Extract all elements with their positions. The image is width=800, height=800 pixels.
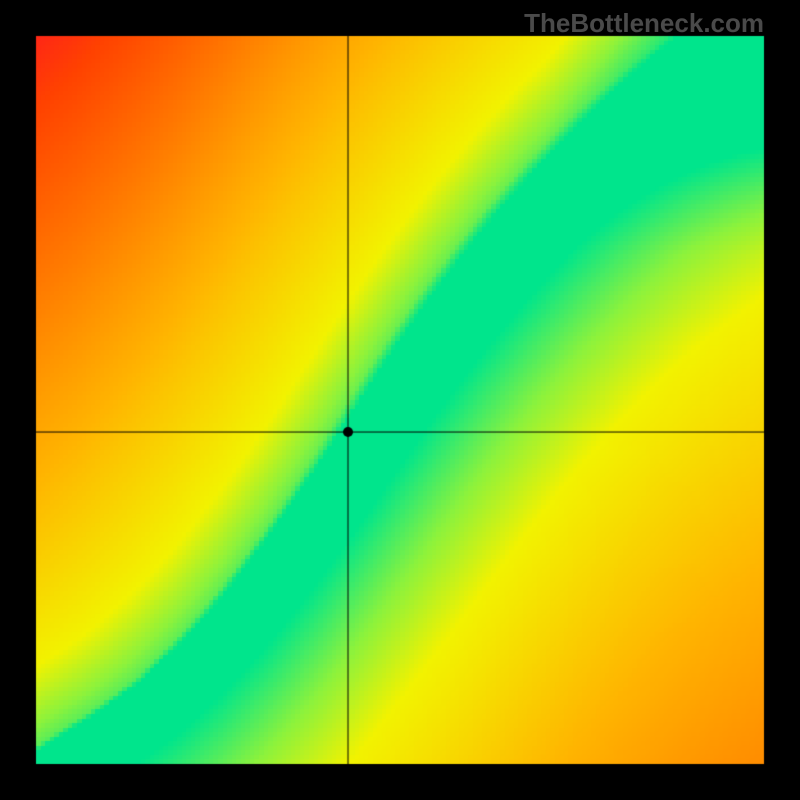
heatmap-canvas bbox=[0, 0, 800, 800]
chart-container: TheBottleneck.com bbox=[0, 0, 800, 800]
